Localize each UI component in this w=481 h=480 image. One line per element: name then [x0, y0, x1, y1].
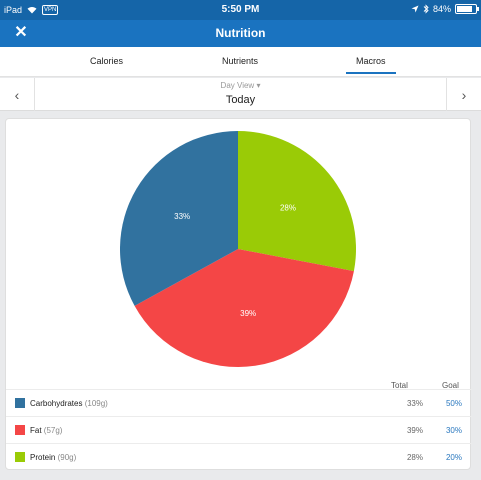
- carbohydrates-total: 33%: [406, 399, 423, 408]
- location-arrow-icon: [411, 5, 419, 13]
- active-tab-indicator: [346, 72, 396, 74]
- chevron-down-icon: ▾: [256, 81, 261, 90]
- legend-row-carbohydrates: Carbohydrates (109g) 33% 50%: [6, 389, 472, 416]
- chevron-left-icon: ‹: [14, 86, 20, 103]
- protein-swatch: [15, 452, 25, 462]
- device-label: iPad: [4, 5, 23, 15]
- goal-header: Goal: [442, 381, 459, 390]
- battery-fill: [457, 6, 473, 12]
- carbohydrates-label: Carbohydrates (109g): [30, 399, 108, 408]
- macros-card: 28% 39% 33% Total Goal Carbohydrates (109g…: [5, 118, 472, 470]
- nav-bar: ✕ Nutrition: [0, 20, 481, 47]
- battery-icon: [455, 4, 479, 14]
- macros-pie-chart: 28% 39% 33%: [119, 131, 356, 368]
- carbohydrates-goal: 50%: [445, 399, 462, 408]
- tab-nutrients[interactable]: Nutrients: [222, 56, 259, 66]
- carbohydrates-name: Carbohydrates: [30, 399, 83, 408]
- pie-slice-protein: [238, 131, 356, 272]
- pie-label-protein: 28%: [280, 204, 296, 213]
- fat-total: 39%: [406, 426, 423, 435]
- close-icon[interactable]: ✕: [14, 24, 28, 41]
- chevron-right-icon: ›: [461, 86, 467, 103]
- carbohydrates-amount: (109g): [84, 399, 108, 408]
- fat-name: Fat: [30, 426, 42, 435]
- prev-day-button[interactable]: ‹: [0, 78, 35, 111]
- day-view-label: Day View: [220, 81, 255, 90]
- protein-amount: (90g): [57, 453, 77, 462]
- next-day-button[interactable]: ›: [446, 78, 481, 111]
- status-bar: iPad VPN 5:50 PM 84%: [0, 0, 481, 20]
- fat-goal: 30%: [445, 426, 462, 435]
- tab-calories[interactable]: Calories: [90, 56, 124, 66]
- protein-name: Protein: [30, 453, 56, 462]
- pie-slice-fat: [134, 249, 354, 368]
- wifi-icon: [27, 6, 37, 14]
- tab-macros[interactable]: Macros: [356, 56, 386, 66]
- day-view-dropdown[interactable]: Day View ▾: [0, 81, 481, 90]
- protein-label: Protein (90g): [30, 453, 76, 462]
- total-header: Total: [391, 381, 408, 390]
- legend-row-fat: Fat (57g) 39% 30%: [6, 416, 472, 443]
- fat-amount: (57g): [43, 426, 63, 435]
- bluetooth-icon: [423, 4, 429, 14]
- status-time: 5:50 PM: [221, 4, 260, 15]
- pie-label-fat: 39%: [240, 309, 256, 318]
- pie-slice-carbohydrates: [119, 131, 238, 306]
- fat-label: Fat (57g): [30, 426, 62, 435]
- legend-row-protein: Protein (90g) 28% 20%: [6, 443, 472, 470]
- carbohydrates-swatch: [15, 398, 25, 408]
- fat-swatch: [15, 425, 25, 435]
- selected-date: Today: [225, 94, 256, 106]
- status-right: 84%: [411, 4, 479, 14]
- status-left: iPad VPN: [4, 5, 59, 15]
- day-selector: ‹ Day View ▾ Today ›: [0, 78, 481, 111]
- vpn-badge: VPN: [42, 5, 59, 15]
- battery-percent: 84%: [432, 4, 451, 14]
- protein-total: 28%: [406, 453, 423, 462]
- protein-goal: 20%: [445, 453, 462, 462]
- pie-label-carbohydrates: 33%: [174, 212, 190, 221]
- page-title: Nutrition: [215, 26, 266, 40]
- tab-bar: Calories Nutrients Macros: [0, 47, 481, 77]
